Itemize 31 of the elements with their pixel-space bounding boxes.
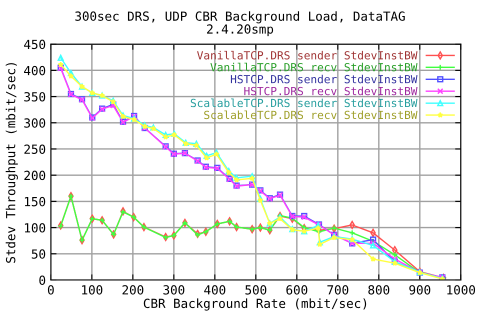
legend-label: ScalableTCP.DRS sender StdevInstBW — [190, 98, 418, 108]
x-tick-label: 900 — [409, 285, 430, 295]
x-tick-label: 0 — [48, 285, 54, 295]
y-tick-label: 350 — [24, 92, 46, 102]
x-axis-title: CBR Background Rate (mbit/sec) — [144, 298, 366, 311]
y-tick-label: 400 — [24, 66, 46, 76]
x-tick-label: 600 — [286, 285, 308, 295]
x-tick-label: 700 — [327, 285, 348, 295]
legend-label: HSTCP.DRS sender StdevInstBW — [230, 74, 418, 84]
legend-label: VanillaTCP.DRS sender StdevInstBW — [197, 50, 418, 60]
chart-title: 300sec DRS, UDP CBR Background Load, DataTAG — [75, 11, 405, 24]
x-tick-label: 100 — [82, 285, 102, 295]
y-tick-label: 300 — [24, 118, 46, 128]
y-tick-label: 250 — [24, 144, 46, 154]
y-axis-title: Stdev Throughput (mbit/sec) — [6, 63, 18, 263]
x-tick-label: 1000 — [447, 285, 476, 295]
y-tick-label: 100 — [24, 223, 46, 233]
y-tick-label: 450 — [24, 40, 46, 50]
y-tick-label: 200 — [24, 170, 46, 180]
x-tick-label: 300 — [163, 285, 184, 295]
x-tick-label: 200 — [122, 285, 144, 295]
x-tick-label: 500 — [245, 285, 266, 295]
y-tick-label: 50 — [32, 249, 46, 259]
chart-subtitle: 2.4.20smp — [207, 24, 274, 36]
x-tick-label: 800 — [368, 285, 390, 295]
legend-label: VanillaTCP.DRS recv StdevInstBW — [210, 62, 418, 72]
y-tick-label: 150 — [24, 196, 46, 206]
x-tick-label: 400 — [204, 285, 226, 295]
legend-label: HSTCP.DRS recv StdevInstBW — [244, 86, 418, 96]
legend-label: ScalableTCP.DRS recv StdevInstBW — [204, 110, 418, 120]
y-tick-label: 0 — [39, 276, 46, 285]
